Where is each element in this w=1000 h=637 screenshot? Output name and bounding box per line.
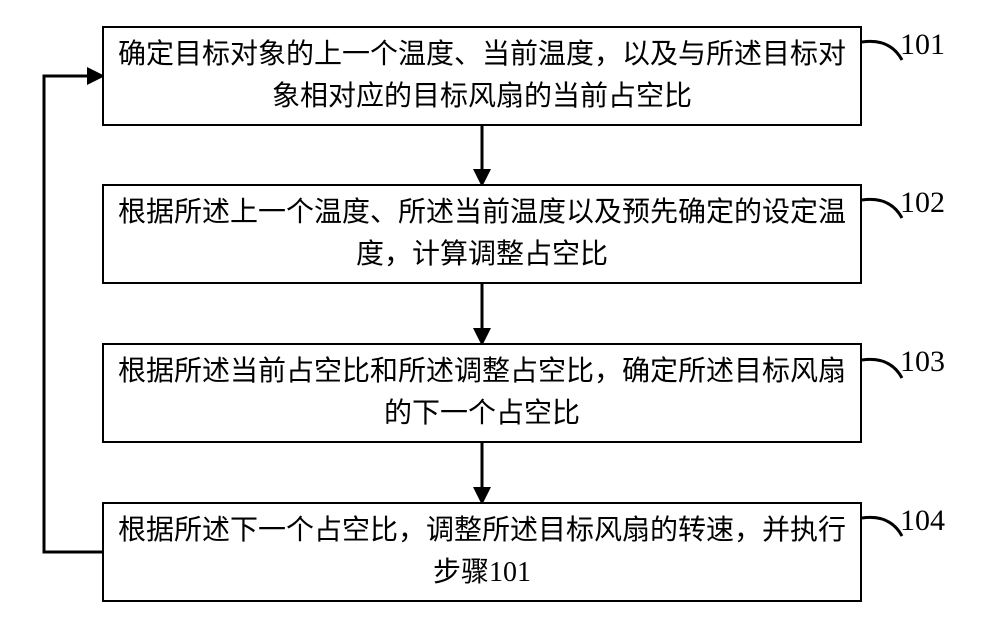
step-box-104: 根据所述下一个占空比，调整所述目标风扇的转速，并执行步骤101: [102, 502, 862, 602]
step-label-103: 103: [900, 345, 945, 379]
step-text: 确定目标对象的上一个温度、当前温度，以及与所述目标对象相对应的目标风扇的当前占空…: [118, 34, 846, 118]
step-box-103: 根据所述当前占空比和所述调整占空比，确定所述目标风扇的下一个占空比: [102, 343, 862, 443]
step-text: 根据所述下一个占空比，调整所述目标风扇的转速，并执行步骤101: [118, 510, 846, 594]
step-box-101: 确定目标对象的上一个温度、当前温度，以及与所述目标对象相对应的目标风扇的当前占空…: [102, 26, 862, 126]
flowchart-container: 确定目标对象的上一个温度、当前温度，以及与所述目标对象相对应的目标风扇的当前占空…: [0, 0, 1000, 637]
step-label-101: 101: [900, 28, 945, 62]
step-box-102: 根据所述上一个温度、所述当前温度以及预先确定的设定温度，计算调整占空比: [102, 184, 862, 284]
step-label-104: 104: [900, 504, 945, 538]
step-text: 根据所述上一个温度、所述当前温度以及预先确定的设定温度，计算调整占空比: [118, 192, 846, 276]
step-text: 根据所述当前占空比和所述调整占空比，确定所述目标风扇的下一个占空比: [118, 351, 846, 435]
step-label-102: 102: [900, 186, 945, 220]
